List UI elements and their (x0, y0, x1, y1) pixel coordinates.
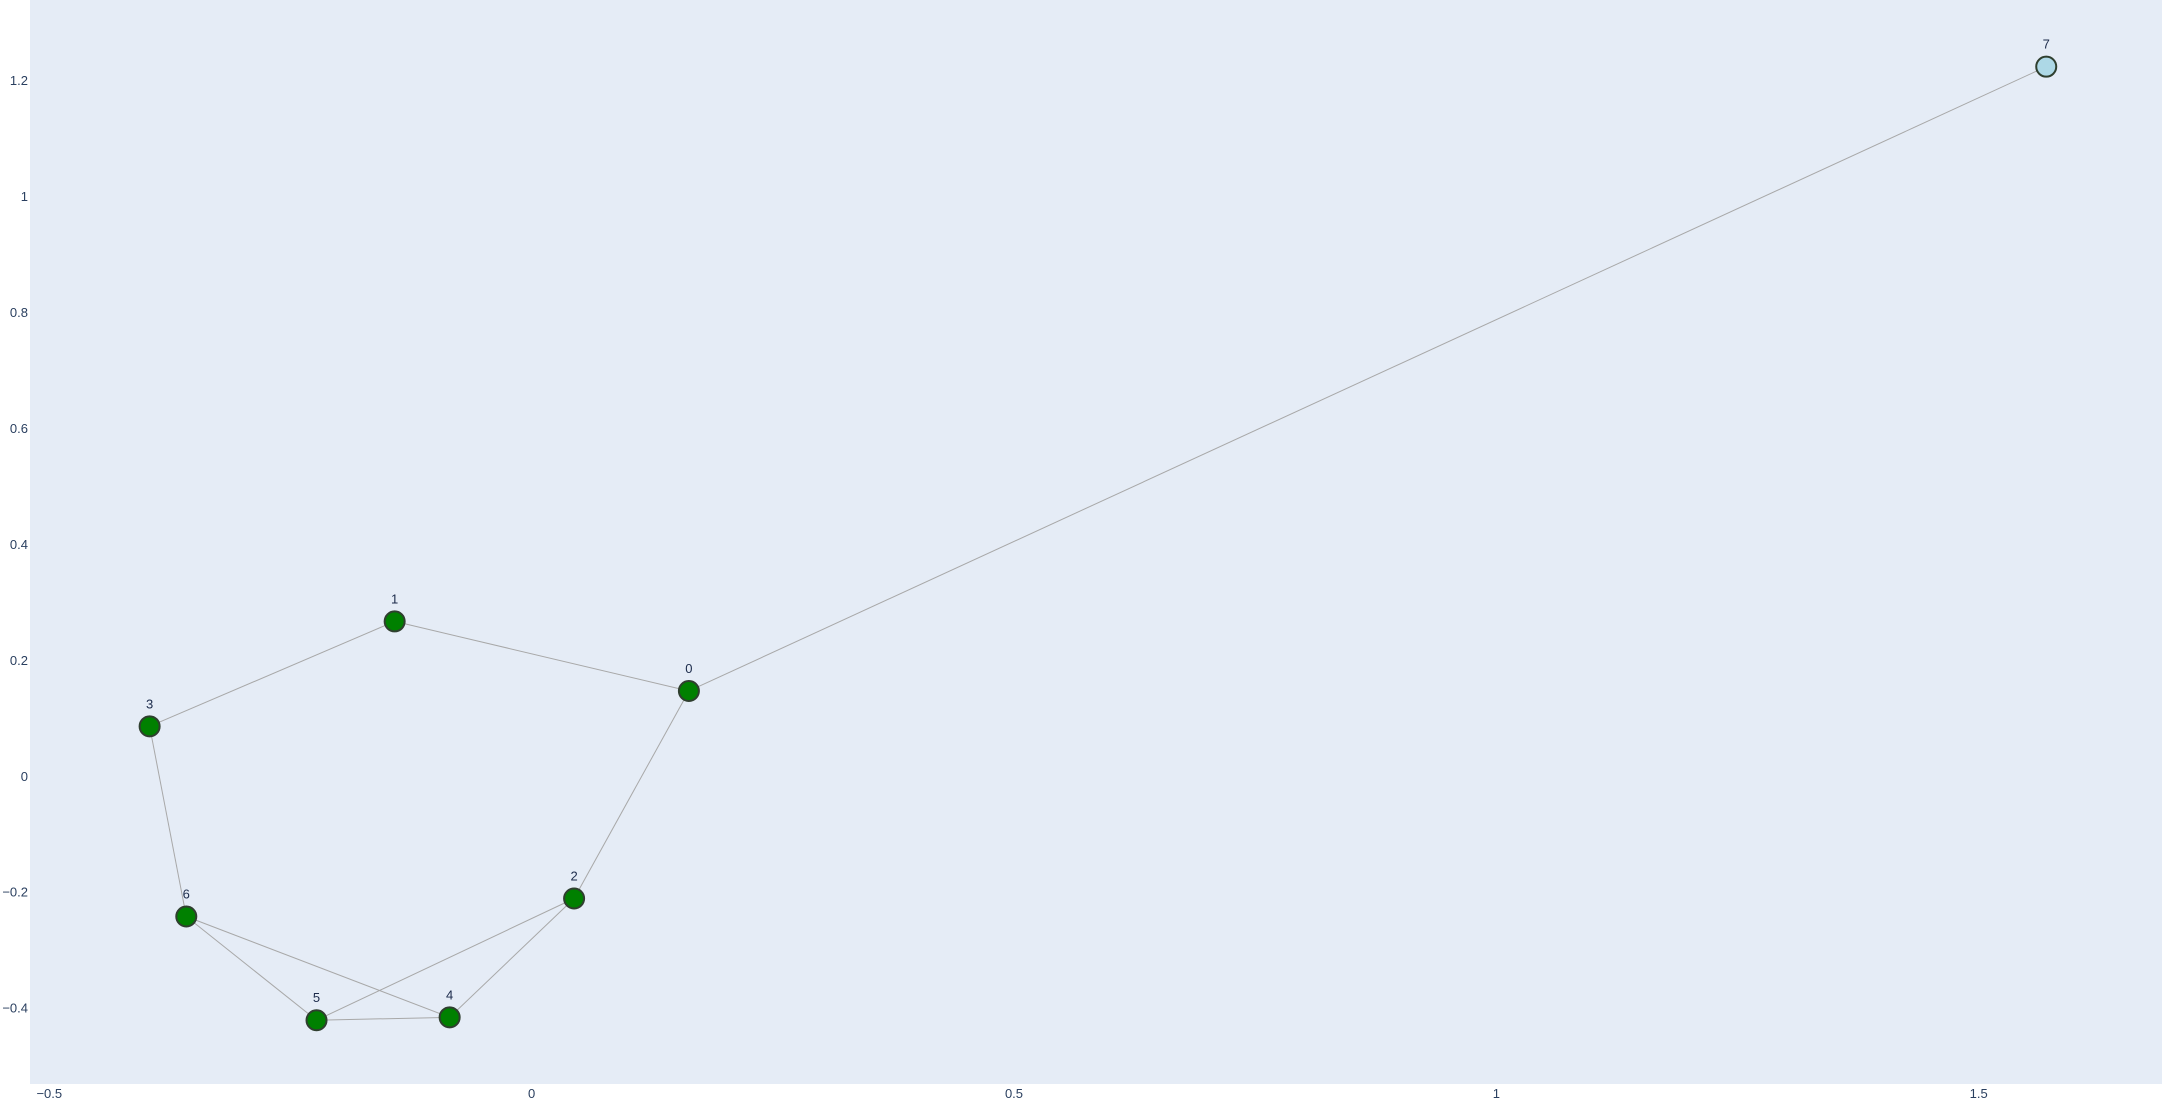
edge-layer (149, 66, 2047, 1021)
y-tick-label: 0.4 (10, 537, 28, 552)
node-5[interactable] (305, 1009, 328, 1032)
x-tick-label: 0.5 (1005, 1086, 1023, 1100)
edge-4-2 (449, 898, 575, 1018)
node-3[interactable] (138, 715, 161, 738)
x-tick-label: 0 (528, 1086, 535, 1100)
node-layer (138, 55, 2058, 1032)
y-tick-label: 0.6 (10, 421, 28, 436)
edge-0-2 (573, 690, 690, 899)
plot-area-background (30, 0, 2162, 1084)
edge-1-3 (149, 620, 395, 727)
y-tick-label: −0.2 (2, 885, 28, 900)
edge-6-4 (186, 916, 450, 1018)
node-2[interactable] (563, 887, 586, 910)
y-tick-label: −0.4 (2, 1001, 28, 1016)
edge-5-2 (316, 898, 575, 1021)
edge-0-1 (394, 620, 690, 692)
node-1[interactable] (383, 610, 406, 633)
y-axis-tick-labels: −0.4 −0.2 0 0.2 0.4 0.6 0.8 1 1.2 (2, 73, 28, 1015)
node-label-1: 1 (391, 591, 398, 606)
edge-0-7 (688, 66, 2047, 692)
node-0[interactable] (677, 679, 700, 702)
y-tick-label: 0 (21, 769, 28, 784)
x-tick-label: −0.5 (36, 1086, 62, 1100)
node-label-4: 4 (446, 987, 453, 1002)
node-6[interactable] (175, 905, 198, 928)
node-label-layer: 0 1 2 3 4 5 6 7 (146, 37, 2050, 1006)
x-tick-label: 1.5 (1970, 1086, 1988, 1100)
x-tick-label: 1 (1493, 1086, 1500, 1100)
y-tick-label: 1 (21, 189, 28, 204)
x-axis-tick-labels: −0.5 0 0.5 1 1.5 (36, 1086, 1987, 1100)
node-label-2: 2 (570, 869, 577, 884)
y-tick-label: 0.2 (10, 653, 28, 668)
edge-6-5 (185, 916, 317, 1021)
node-label-5: 5 (313, 990, 320, 1005)
y-tick-label: 1.2 (10, 73, 28, 88)
edge-3-6 (149, 726, 187, 917)
node-label-0: 0 (685, 661, 692, 676)
y-tick-label: 0.8 (10, 305, 28, 320)
node-7[interactable] (2035, 55, 2058, 78)
node-label-6: 6 (183, 886, 190, 901)
node-label-7: 7 (2043, 37, 2050, 52)
edge-5-4 (316, 1016, 450, 1021)
node-4[interactable] (438, 1006, 461, 1029)
node-label-3: 3 (146, 696, 153, 711)
